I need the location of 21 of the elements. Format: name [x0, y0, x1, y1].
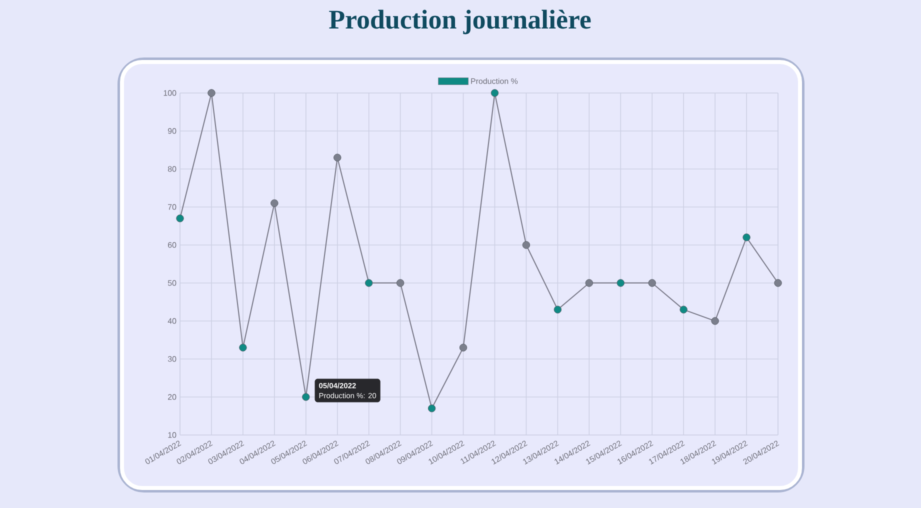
- point: [302, 393, 310, 401]
- point: [459, 344, 468, 352]
- point: [365, 279, 373, 287]
- point: [334, 154, 342, 162]
- point: [428, 404, 436, 412]
- point: [742, 234, 750, 242]
- point: [270, 199, 278, 208]
- point: [616, 279, 624, 287]
- chart-title: Production journalière: [329, 10, 591, 34]
- point: [585, 279, 594, 287]
- point: [490, 89, 499, 97]
- point: [774, 279, 782, 287]
- point: [396, 279, 404, 287]
- point: [176, 214, 184, 222]
- point: [680, 306, 688, 314]
- point: [711, 317, 719, 325]
- point: [522, 241, 530, 249]
- point: [554, 306, 562, 314]
- point: [239, 344, 247, 352]
- point: [208, 89, 216, 97]
- point: [648, 279, 656, 287]
